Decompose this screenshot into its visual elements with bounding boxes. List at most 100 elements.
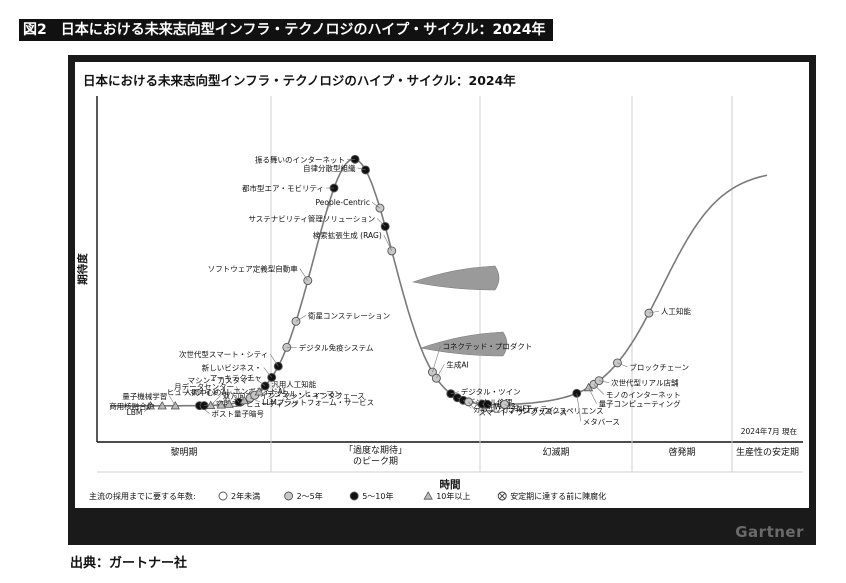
point-label: 空間コンピューティング [216,399,299,409]
point-label: ブロックチェーン [629,362,689,372]
chart-frame: 日本における未来志向型インフラ・テクノロジのハイプ・サイクル：2024年 黎明期… [68,55,816,545]
leader-line [504,404,515,409]
point-label: 次世代型スマート・シティ [179,349,268,359]
leader-line [648,310,659,314]
point-label: 量子コンピューティング [599,399,682,409]
leader-line [299,268,309,281]
point-label: LLMプラットフォーム・サービス [262,398,374,407]
leader-line [235,386,245,401]
legend-marker [284,491,294,501]
point-label: 都市型エア・モビリティ [242,183,324,193]
phase-label: 幻滅期 [542,446,569,458]
point-label: NFT [517,404,532,413]
leader-line [256,379,266,387]
point-label: 人工知能 [661,306,691,316]
data-point [157,400,167,410]
source-note: 出典：ガートナー社 [70,556,188,571]
leader-line [588,387,597,404]
point-label: 次世代型リアル店舗 [611,378,679,388]
leader-line [295,315,307,322]
leader-line [383,234,393,252]
point-label: スマート・ワークスペース [479,408,568,417]
leader-line [220,391,230,405]
leader-line [210,395,221,406]
point-label: 検索拡張生成 (RAG) [313,230,382,240]
data-point [303,276,313,286]
as-of-note: 2024年7月 現在 [741,426,798,436]
point-label: 生成AI [446,359,468,369]
phase-label: のピーク期 [353,456,398,467]
legend-label: 2年未満 [231,491,260,501]
figure-header: 図2 日本における未来志向型インフラ・テクノロジのハイプ・サイクル：2024年 [19,19,554,41]
point-label: メタバース [583,417,620,426]
leader-line [270,354,279,367]
chart-panel: 日本における未来志向型インフラ・テクノロジのハイプ・サイクル：2024年 黎明期… [75,62,809,508]
point-label: 振る舞いのインターネット [255,154,345,164]
legend-label: 5～10年 [362,491,393,501]
leader-line [357,167,366,171]
chart-title: 日本における未来志向型インフラ・テクノロジのハイプ・サイクル：2024年 [83,73,516,88]
leader-line [487,404,498,411]
point-label: 量子機械学習 [122,391,167,401]
web3-swirl-decoration [411,265,500,291]
leader-line [599,380,610,383]
x-axis-label: 時間 [440,478,461,491]
point-label: 商用核融合炉 [109,401,154,411]
leader-line [144,405,151,412]
leader-line [376,218,386,227]
point-label: イマーシブ・エクスペリエンス [500,405,604,415]
legend-label: 安定期に達する前に陳腐化 [510,491,606,501]
leader-line [436,364,445,379]
point-label: コネクテッド・プロダクト [442,341,532,351]
data-point [145,400,156,410]
point-label: 新しいビジネス・ [202,362,262,372]
leader-line [432,345,441,373]
legend-marker [218,491,228,501]
leader-line [450,391,459,394]
point-label: デジタル・ヒューマン [267,388,342,398]
phase-label: 黎明期 [170,446,197,458]
point-label: デジタル免疫システム [299,342,374,352]
legend-marker [423,491,433,500]
leader-line [576,393,582,422]
leader-line [169,395,176,406]
phase-label: 「過度な期待」 [344,444,407,456]
phase-label: 啓発期 [668,446,695,458]
point-label: ソフトウェア定義型自動車 [208,264,298,274]
point-label: 汎用人工知能 [271,379,316,389]
point-label: People-Centric [315,198,369,207]
nft-swirl-decoration [419,331,508,357]
point-label: サステナビリティ管理ソリューション [248,213,375,223]
leader-line [249,397,261,403]
legend-label: 10年以上 [436,491,470,501]
point-label: マシン・カスタマー [188,376,256,385]
phase-label: 生産性の安定期 [736,446,799,458]
point-label: 双方向ブレイン・マシン・インタフェース [223,390,365,400]
y-axis-label: 期待度 [76,253,89,285]
point-label: 衛星コンステレーション [308,310,390,320]
gartner-logo: Gartner [735,523,804,541]
leader-line [220,390,232,406]
point-label: ポスト量子暗号 [212,409,265,419]
legend-label: 2～5年 [297,491,323,501]
leader-line [468,401,477,413]
point-label: 人間中心のAI [184,387,229,397]
legend-title: 主流の採用までに要する年数: [89,491,196,501]
leader-line [371,201,381,209]
data-point [644,308,654,318]
point-label: モノのインターネット [606,390,681,399]
point-label: LBM [127,408,143,417]
leader-line [593,384,605,395]
point-label: ヒューマノイド [167,388,219,397]
point-label: 自律分散型組織 [303,163,356,173]
leader-line [617,362,628,368]
leader-line [263,367,272,378]
legend-marker [349,491,359,501]
data-point [254,386,264,396]
leader-line [230,392,240,403]
point-label: デジタル・ツイン [461,387,521,397]
point-label: アーキテクチャ [210,373,262,382]
point-label: 月データセンター [174,382,234,392]
legend-marker-cross [499,492,506,500]
